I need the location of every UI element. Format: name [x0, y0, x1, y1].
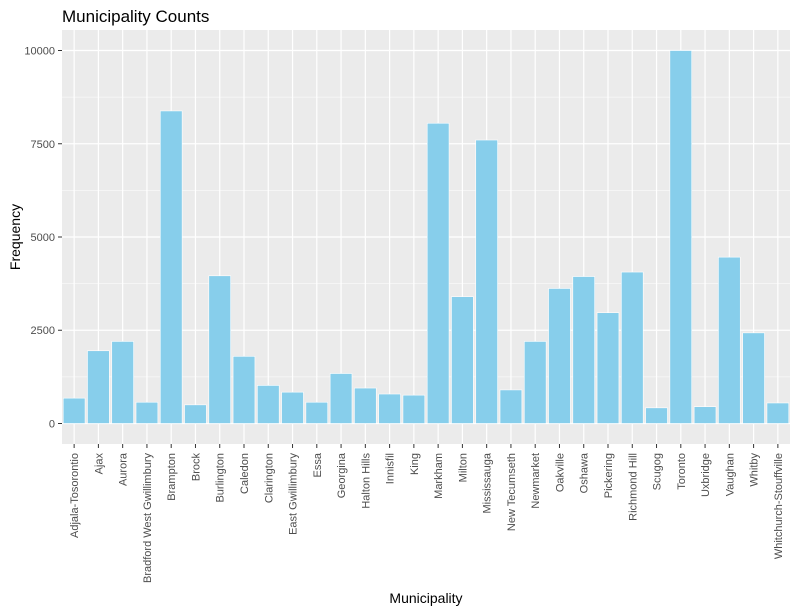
x-tick-label: New Tecumseth: [506, 453, 518, 531]
bar-bradford-west-gwillimbury: [135, 401, 159, 424]
y-tick-label: 7500: [31, 139, 55, 151]
x-axis: Adjala-Tosorontio Ajax Aurora Bradford West…: [69, 444, 785, 583]
y-tick-label: 5000: [31, 232, 55, 244]
bar-vaughan: [718, 256, 741, 424]
y-tick-label: 0: [49, 418, 55, 430]
x-tick-label: Uxbridge: [700, 453, 712, 497]
bar-king: [402, 394, 426, 424]
y-axis: 0 2500 5000 7500 10000: [24, 46, 62, 430]
bar-mississauga: [475, 139, 498, 424]
x-tick-label: Vaughan: [724, 453, 736, 496]
x-tick-label: Bradford West Gwillimbury: [142, 453, 154, 583]
x-tick-label: Oshawa: [579, 452, 591, 493]
chart-title: Municipality Counts: [62, 7, 209, 26]
bar-oakville: [548, 288, 571, 424]
x-tick-label: Toronto: [676, 453, 688, 490]
x-tick-label: Aurora: [118, 452, 130, 486]
bars: [62, 50, 790, 424]
x-tick-label: Whitby: [749, 453, 761, 487]
x-tick-label: East Gwillimbury: [288, 453, 300, 535]
x-tick-label: Ajax: [93, 453, 105, 475]
bar-clarington: [257, 385, 280, 424]
bar-oshawa: [572, 276, 595, 424]
bar-toronto: [669, 50, 693, 424]
bar-whitby: [742, 332, 765, 424]
x-tick-label: Brampton: [166, 453, 178, 501]
bar-uxbridge: [693, 406, 717, 424]
x-tick-label: Oakville: [554, 453, 566, 492]
bar-burlington: [208, 275, 231, 424]
x-tick-label: Richmond Hill: [627, 453, 639, 521]
x-tick-label: Brock: [190, 453, 202, 482]
x-tick-label: Pickering: [603, 453, 615, 498]
x-tick-label: Clarington: [263, 453, 275, 503]
bar-new-tecumseth: [499, 389, 523, 424]
x-tick-label: Essa: [312, 452, 324, 477]
x-tick-label: Innisfil: [385, 453, 397, 484]
bar-scugog: [645, 407, 668, 424]
bar-ajax: [87, 350, 110, 424]
bar-milton: [451, 296, 474, 424]
bar-aurora: [111, 341, 134, 424]
y-axis-title: Frequency: [7, 204, 23, 270]
bar-adjala-tosorontio: [62, 397, 86, 424]
y-tick-label: 10000: [24, 46, 55, 58]
bar-brampton: [159, 110, 183, 424]
bar-innisfil: [378, 393, 401, 424]
x-tick-label: Caledon: [239, 453, 251, 494]
bar-newmarket: [523, 341, 547, 424]
bar-halton-hills: [354, 387, 377, 424]
x-tick-label: Milton: [457, 453, 469, 482]
x-tick-label: Mississauga: [482, 452, 494, 513]
x-tick-label: Scugog: [652, 453, 664, 490]
bar-east-gwillimbury: [281, 391, 304, 424]
bar-brock: [184, 404, 207, 424]
x-tick-label: Burlington: [215, 453, 227, 503]
x-axis-title: Municipality: [389, 590, 462, 606]
x-tick-label: King: [409, 453, 421, 475]
x-tick-label: Georgina: [336, 452, 348, 498]
x-tick-label: Newmarket: [530, 453, 542, 509]
bar-richmond-hill: [621, 271, 644, 424]
bar-georgina: [329, 373, 353, 424]
x-tick-label: Adjala-Tosorontio: [69, 453, 81, 538]
bar-caledon: [232, 356, 256, 424]
x-tick-label: Markham: [433, 453, 445, 499]
minor-gridlines: [62, 96, 790, 378]
bar-whitchurch-stouffville: [766, 402, 790, 424]
x-tick-label: Halton Hills: [360, 453, 372, 509]
bar-essa: [305, 401, 329, 424]
y-tick-label: 2500: [31, 325, 55, 337]
bar-pickering: [596, 312, 620, 424]
x-tick-label: Whitchurch-Stouffville: [773, 453, 785, 559]
bar-markham: [426, 122, 450, 424]
